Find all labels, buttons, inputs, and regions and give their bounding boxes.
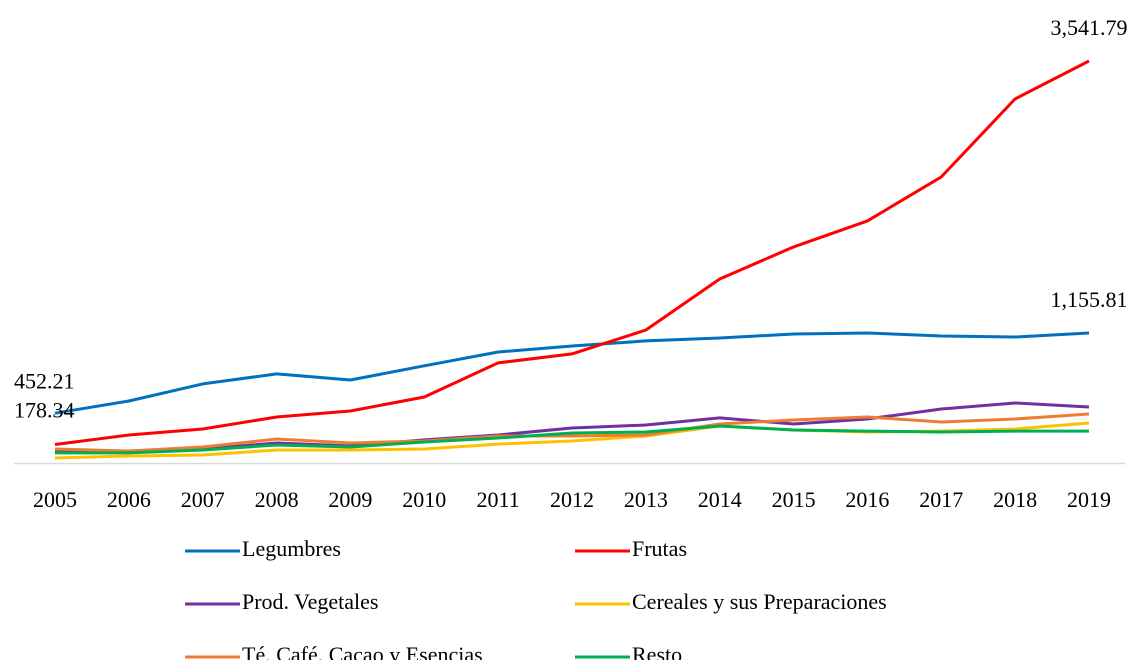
series-line <box>54 59 1090 446</box>
series-line <box>54 412 1090 453</box>
data-label: 1,155.81 <box>1051 287 1128 312</box>
x-tick-label: 2005 <box>33 487 77 512</box>
x-tick-label: 2015 <box>772 487 816 512</box>
x-tick-label: 2017 <box>919 487 963 512</box>
x-tick-label: 2016 <box>845 487 889 512</box>
x-tick-label: 2012 <box>550 487 594 512</box>
x-tick-label: 2010 <box>402 487 446 512</box>
data-label: 178.34 <box>14 398 75 423</box>
data-label: 3,541.79 <box>1051 15 1128 40</box>
data-label: 452.21 <box>14 368 75 393</box>
x-tick-label: 2011 <box>477 487 520 512</box>
x-tick-label: 2014 <box>698 487 742 512</box>
x-tick-label: 2006 <box>107 487 151 512</box>
legend-label: Prod. Vegetales <box>242 589 378 614</box>
legend-label: Té, Café, Cacao y Esencias <box>242 642 483 660</box>
x-tick-label: 2009 <box>328 487 372 512</box>
x-tick-label: 2019 <box>1067 487 1111 512</box>
x-tick-label: 2007 <box>181 487 225 512</box>
legend-label: Resto <box>632 642 682 660</box>
legend-label: Legumbres <box>242 536 341 561</box>
series-line <box>55 424 1089 455</box>
legend-label: Cereales y sus Preparaciones <box>632 589 887 614</box>
x-tick-label: 2008 <box>255 487 299 512</box>
x-tick-label: 2013 <box>624 487 668 512</box>
x-tick-label: 2018 <box>993 487 1037 512</box>
series-line <box>54 331 1090 415</box>
legend-label: Frutas <box>632 536 687 561</box>
